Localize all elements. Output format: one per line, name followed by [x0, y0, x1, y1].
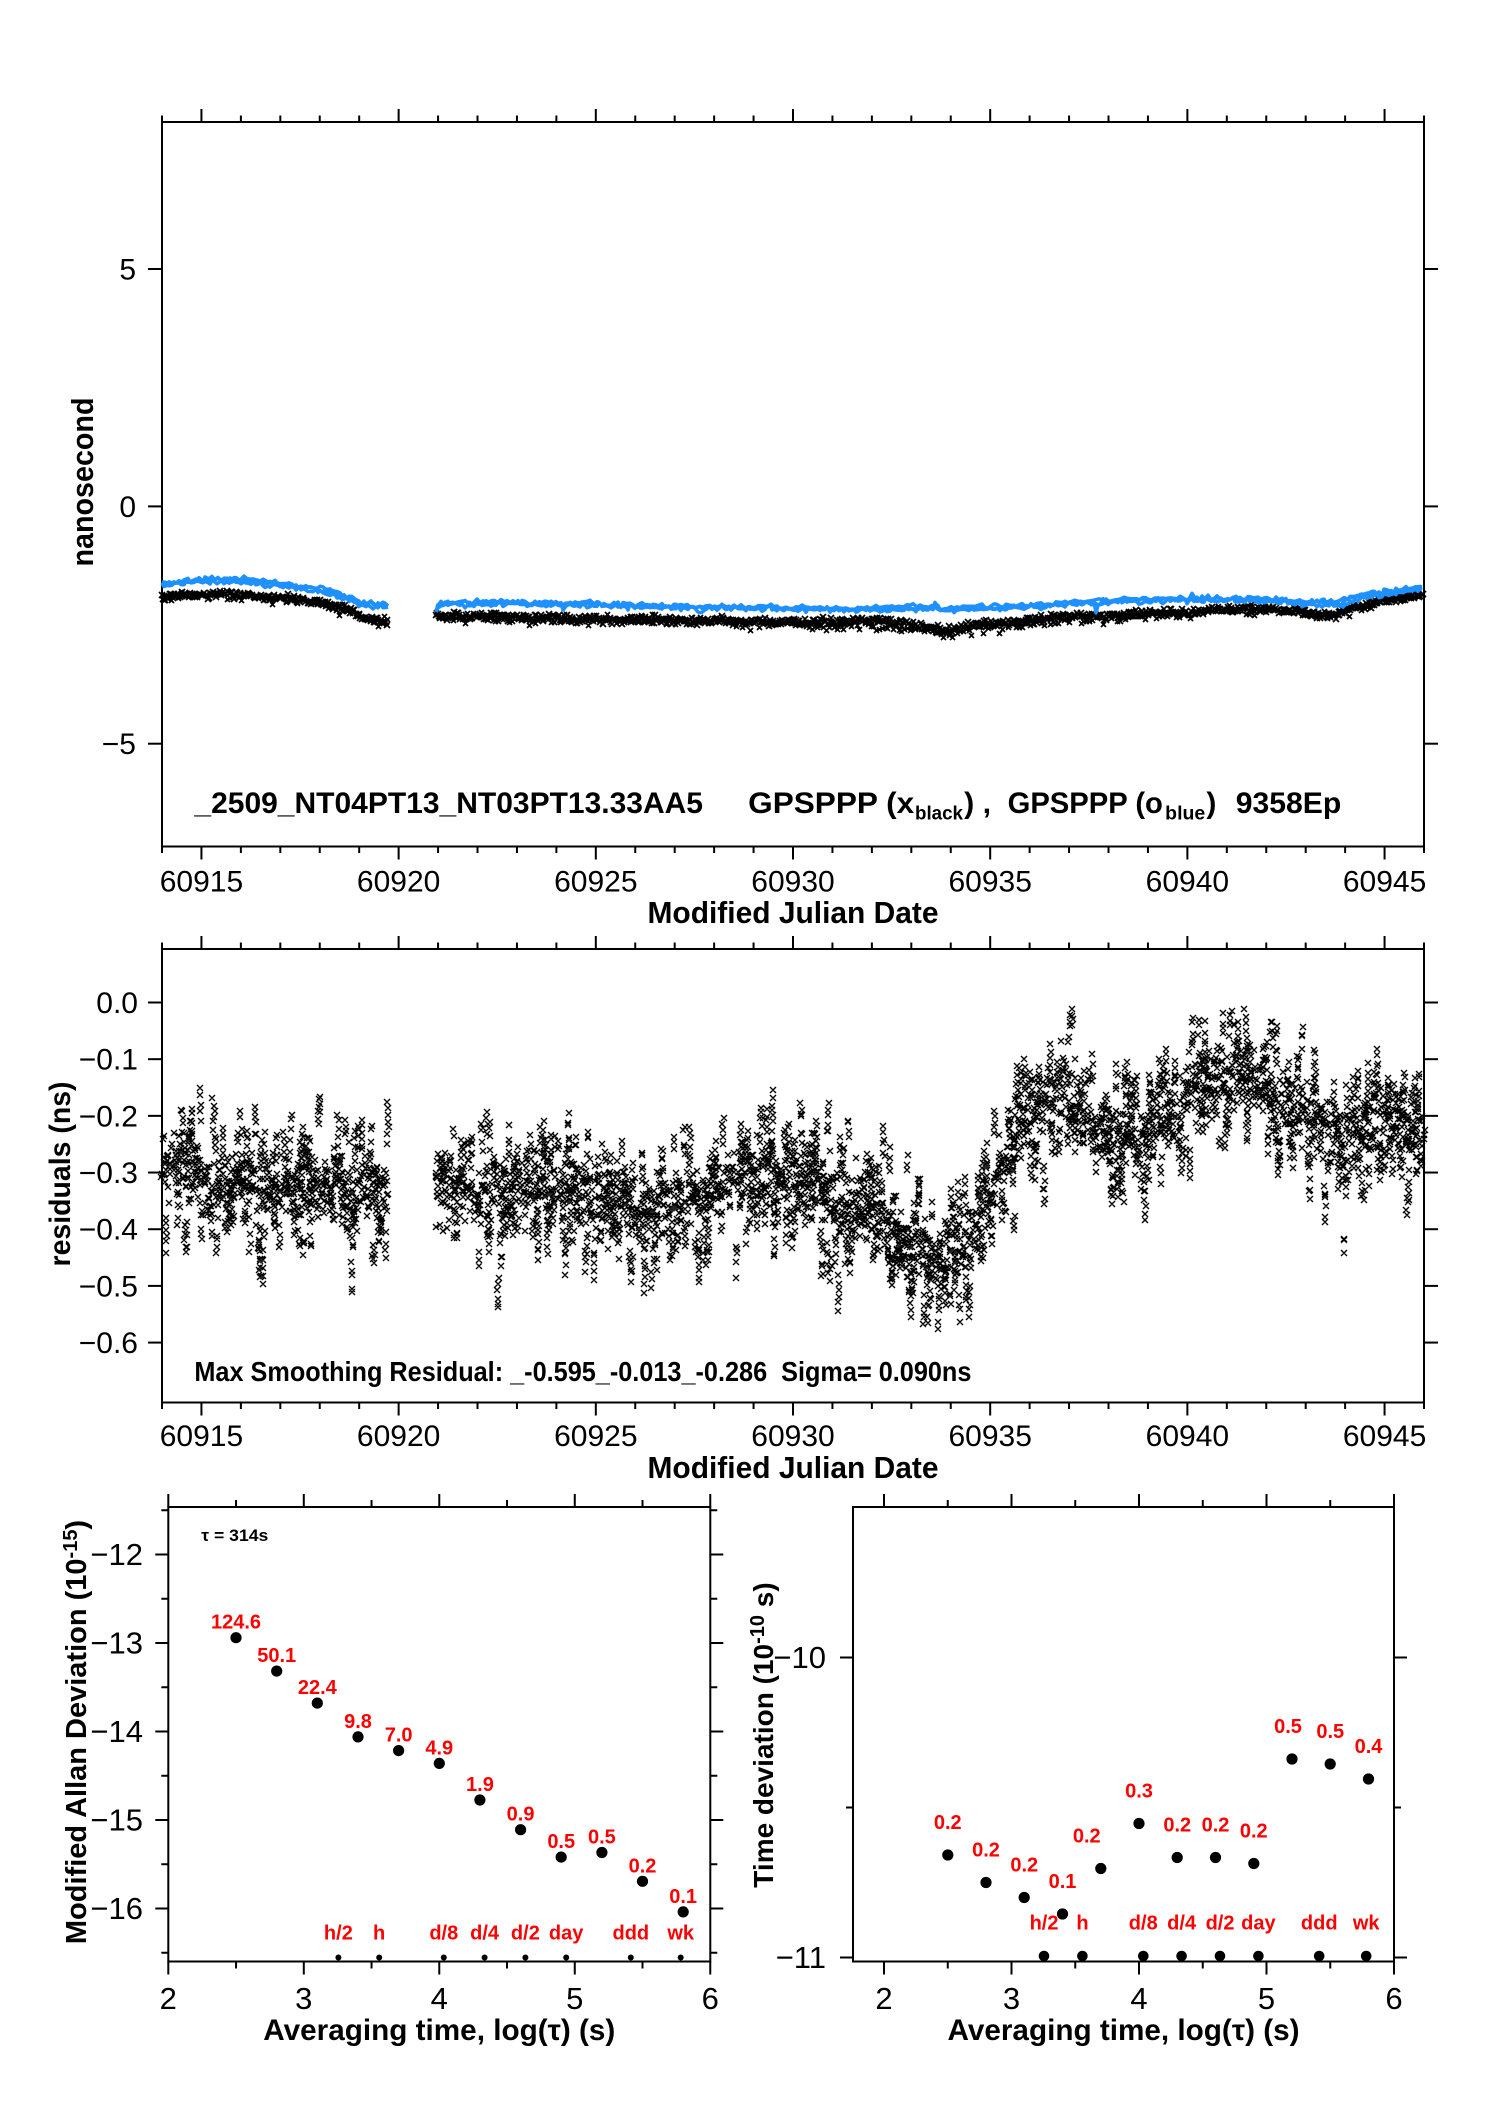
svg-text:0.0: 0.0 — [96, 987, 138, 1020]
svg-text:nanosecond: nanosecond — [65, 398, 100, 567]
svg-text:9358Ep: 9358Ep — [1236, 787, 1342, 820]
svg-text:Averaging time, log(τ) (s): Averaging time, log(τ) (s) — [948, 2014, 1300, 2047]
svg-text:5: 5 — [566, 1981, 583, 2016]
svg-text:h: h — [1076, 1913, 1088, 1935]
svg-text:0.1: 0.1 — [1049, 1871, 1077, 1893]
svg-text:9.8: 9.8 — [344, 1711, 372, 1733]
svg-text:0.2: 0.2 — [1073, 1826, 1101, 1848]
svg-text:d/8: d/8 — [429, 1923, 458, 1945]
svg-text:−16: −16 — [90, 1891, 143, 1926]
svg-text:−0.1: −0.1 — [79, 1044, 138, 1077]
svg-text:60940: 60940 — [1146, 1420, 1229, 1453]
svg-text:Modified Allan Deviation (10-1: Modified Allan Deviation (10-15) — [60, 1520, 93, 1944]
svg-text:) ,: ) , — [964, 787, 991, 820]
svg-text:−0.2: −0.2 — [79, 1100, 138, 1133]
svg-text:0.4: 0.4 — [1355, 1736, 1384, 1758]
svg-text:day: day — [549, 1923, 584, 1945]
svg-text:4: 4 — [431, 1981, 448, 2016]
svg-text:h/2: h/2 — [1030, 1913, 1059, 1935]
svg-text:−0.3: −0.3 — [79, 1157, 138, 1190]
svg-text:Modified Julian Date: Modified Julian Date — [648, 1450, 939, 1485]
svg-text:h/2: h/2 — [324, 1923, 353, 1945]
svg-text:0.2: 0.2 — [972, 1840, 1000, 1862]
svg-text:60945: 60945 — [1343, 1420, 1426, 1453]
svg-text:GPSPPP (o: GPSPPP (o — [1008, 787, 1163, 820]
svg-text:0.2: 0.2 — [1010, 1855, 1038, 1877]
svg-text:3: 3 — [1003, 1981, 1020, 2016]
svg-text:0.2: 0.2 — [1163, 1815, 1191, 1837]
svg-text:2: 2 — [875, 1981, 892, 2016]
svg-text:60920: 60920 — [357, 866, 440, 899]
svg-text:0.5: 0.5 — [588, 1827, 616, 1849]
svg-text:4.9: 4.9 — [425, 1737, 453, 1759]
svg-text:−11: −11 — [776, 1940, 826, 1975]
svg-text:−0.6: −0.6 — [79, 1327, 138, 1360]
svg-text:60940: 60940 — [1146, 866, 1229, 899]
svg-text:ddd: ddd — [1301, 1913, 1338, 1935]
svg-text:5: 5 — [1258, 1981, 1275, 2016]
svg-text:GPSPPP (x: GPSPPP (x — [748, 787, 914, 820]
svg-text:3: 3 — [295, 1981, 312, 2016]
svg-text:4: 4 — [1130, 1981, 1147, 2016]
svg-text:h: h — [373, 1923, 385, 1945]
svg-text:−13: −13 — [90, 1626, 143, 1661]
svg-text:d/4: d/4 — [1167, 1913, 1197, 1935]
svg-text:5: 5 — [119, 254, 136, 287]
svg-text:blue: blue — [1165, 804, 1205, 825]
svg-text:60930: 60930 — [751, 866, 834, 899]
svg-text:0.2: 0.2 — [629, 1855, 657, 1877]
svg-text:0.5: 0.5 — [1316, 1721, 1344, 1743]
svg-text:0.9: 0.9 — [507, 1804, 535, 1826]
svg-text:50.1: 50.1 — [257, 1645, 296, 1667]
svg-text:6: 6 — [702, 1981, 719, 2016]
svg-text:2: 2 — [160, 1981, 177, 2016]
svg-text:6: 6 — [1385, 1981, 1402, 2016]
svg-text:Max Smoothing Residual: _-0.59: Max Smoothing Residual: _-0.595_-0.013_-… — [194, 1356, 971, 1387]
svg-text:residuals (ns): residuals (ns) — [44, 1082, 77, 1267]
svg-text:−10: −10 — [773, 1640, 826, 1675]
svg-text:−12: −12 — [90, 1537, 143, 1572]
svg-text:60945: 60945 — [1343, 866, 1426, 899]
svg-text:0: 0 — [119, 491, 136, 524]
svg-text:7.0: 7.0 — [385, 1725, 413, 1747]
svg-text:τ = 314s: τ = 314s — [201, 1526, 268, 1545]
svg-text:0.5: 0.5 — [1274, 1716, 1302, 1738]
svg-text:d/2: d/2 — [511, 1923, 540, 1945]
svg-text:day: day — [1241, 1913, 1276, 1935]
svg-text:d/8: d/8 — [1129, 1913, 1158, 1935]
svg-text:wk: wk — [1352, 1913, 1381, 1935]
svg-text:d/2: d/2 — [1206, 1913, 1235, 1935]
svg-text:60935: 60935 — [948, 1420, 1031, 1453]
svg-text:60915: 60915 — [160, 866, 243, 899]
svg-text:−15: −15 — [90, 1803, 143, 1838]
svg-text:−5: −5 — [102, 728, 136, 761]
svg-text:1.9: 1.9 — [466, 1774, 494, 1796]
svg-text:0.3: 0.3 — [1125, 1781, 1153, 1803]
svg-text:d/4: d/4 — [470, 1923, 500, 1945]
svg-text:0.2: 0.2 — [1240, 1821, 1268, 1843]
svg-text:60925: 60925 — [554, 1420, 637, 1453]
svg-text:22.4: 22.4 — [298, 1677, 338, 1699]
svg-text:Averaging time, log(τ) (s): Averaging time, log(τ) (s) — [263, 2014, 615, 2047]
svg-text:0.1: 0.1 — [669, 1886, 697, 1908]
svg-text:60915: 60915 — [160, 1420, 243, 1453]
svg-text:60930: 60930 — [751, 1420, 834, 1453]
svg-text:ddd: ddd — [612, 1923, 649, 1945]
svg-text:black: black — [915, 804, 963, 825]
svg-text:): ) — [1206, 787, 1216, 820]
svg-text:0.2: 0.2 — [1202, 1815, 1230, 1837]
svg-text:0.5: 0.5 — [547, 1831, 575, 1853]
svg-text:124.6: 124.6 — [211, 1612, 261, 1634]
svg-text:−0.5: −0.5 — [79, 1270, 138, 1303]
svg-text:−14: −14 — [90, 1714, 143, 1749]
svg-text:wk: wk — [666, 1923, 695, 1945]
svg-text:60935: 60935 — [948, 866, 1031, 899]
svg-text:60925: 60925 — [554, 866, 637, 899]
svg-text:60920: 60920 — [357, 1420, 440, 1453]
svg-text:−0.4: −0.4 — [79, 1214, 138, 1247]
svg-text:_2509_NT04PT13_NT03PT13.33AA5: _2509_NT04PT13_NT03PT13.33AA5 — [193, 787, 703, 820]
svg-text:0.2: 0.2 — [934, 1812, 962, 1834]
svg-text:Modified Julian Date: Modified Julian Date — [648, 895, 939, 930]
